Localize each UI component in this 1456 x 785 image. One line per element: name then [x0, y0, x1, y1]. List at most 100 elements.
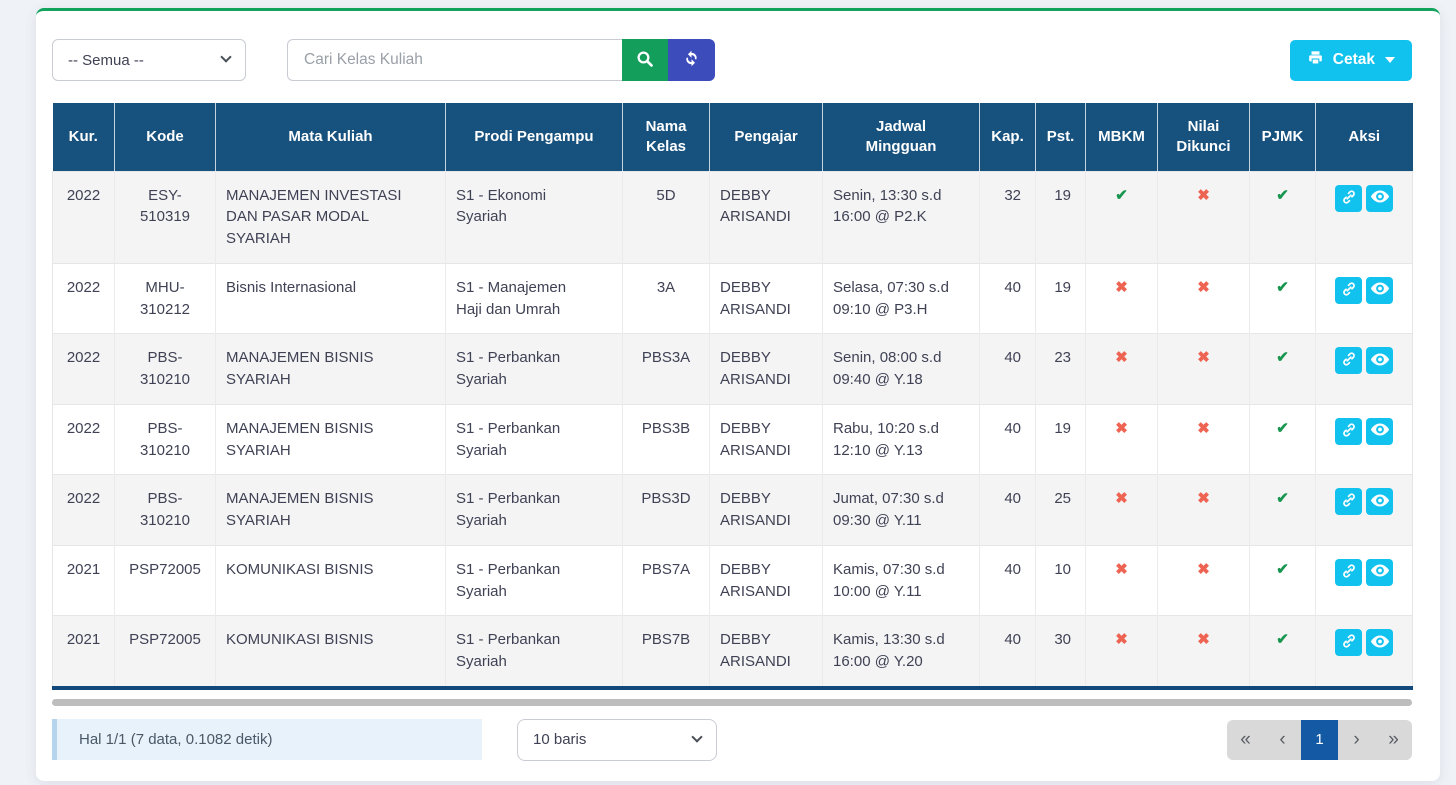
- pst-cell: 19: [1036, 404, 1086, 475]
- link-action-button[interactable]: [1335, 185, 1362, 212]
- link-action-button[interactable]: [1335, 418, 1362, 445]
- pengajar-cell: DEBBY ARISANDI: [710, 263, 823, 334]
- filter-select[interactable]: -- Semua --: [52, 39, 246, 81]
- rows-per-page-wrap: 10 baris: [517, 719, 717, 761]
- link-action-button[interactable]: [1335, 629, 1362, 656]
- cross-icon: ✖: [1197, 631, 1210, 648]
- eye-icon: [1371, 353, 1389, 369]
- column-header-mbkm: MBKM: [1086, 103, 1158, 171]
- aksi-cell: [1316, 545, 1413, 616]
- prodi-cell: S1 - Perbankan Syariah: [446, 404, 623, 475]
- nama_kelas-cell: PBS3D: [623, 475, 710, 546]
- search-icon: [636, 50, 654, 71]
- pagination-first-button[interactable]: «: [1227, 720, 1264, 760]
- kur-cell: 2021: [53, 616, 115, 688]
- rows-per-page-select[interactable]: 10 baris: [517, 719, 717, 761]
- jadwal-cell: Kamis, 07:30 s.d 10:00 @ Y.11: [823, 545, 980, 616]
- aksi-cell: [1316, 404, 1413, 475]
- aksi-cell: [1316, 475, 1413, 546]
- view-action-button[interactable]: [1366, 418, 1393, 445]
- cross-icon: ✖: [1197, 490, 1210, 507]
- pagination-prev-button[interactable]: ‹: [1264, 720, 1301, 760]
- table-row: 2021PSP72005KOMUNIKASI BISNISS1 - Perban…: [53, 616, 1413, 688]
- kur-cell: 2022: [53, 475, 115, 546]
- link-action-button[interactable]: [1335, 559, 1362, 586]
- table-row: 2022ESY-510319MANAJEMEN INVESTASI DAN PA…: [53, 171, 1413, 263]
- jadwal-cell: Jumat, 07:30 s.d 09:30 @ Y.11: [823, 475, 980, 546]
- link-action-button[interactable]: [1335, 488, 1362, 515]
- kur-cell: 2022: [53, 171, 115, 263]
- column-header-kur: Kur.: [53, 103, 115, 171]
- table-row: 2022PBS-310210MANAJEMEN BISNIS SYARIAHS1…: [53, 404, 1413, 475]
- aksi-cell: [1316, 616, 1413, 688]
- view-action-button[interactable]: [1366, 488, 1393, 515]
- eye-icon: [1371, 423, 1389, 439]
- check-icon: ✔: [1276, 631, 1289, 648]
- cross-icon: ✖: [1115, 420, 1128, 437]
- column-header-pst: Pst.: [1036, 103, 1086, 171]
- mata_kuliah-cell: KOMUNIKASI BISNIS: [216, 616, 446, 688]
- eye-icon: [1371, 564, 1389, 580]
- kap-cell: 40: [980, 616, 1036, 688]
- kur-cell: 2022: [53, 334, 115, 405]
- eye-icon: [1371, 635, 1389, 651]
- table-row: 2022PBS-310210MANAJEMEN BISNIS SYARIAHS1…: [53, 334, 1413, 405]
- view-action-button[interactable]: [1366, 629, 1393, 656]
- pjmk-cell: ✔: [1250, 171, 1316, 263]
- view-action-button[interactable]: [1366, 277, 1393, 304]
- mbkm-cell: ✖: [1086, 545, 1158, 616]
- cross-icon: ✖: [1197, 279, 1210, 296]
- pagination-page-1-button[interactable]: 1: [1301, 720, 1338, 760]
- column-header-jadwal: Jadwal Mingguan: [823, 103, 980, 171]
- check-icon: ✔: [1276, 561, 1289, 578]
- kur-cell: 2022: [53, 404, 115, 475]
- link-icon: [1341, 189, 1357, 208]
- mata_kuliah-cell: MANAJEMEN BISNIS SYARIAH: [216, 334, 446, 405]
- column-header-pjmk: PJMK: [1250, 103, 1316, 171]
- view-action-button[interactable]: [1366, 559, 1393, 586]
- jadwal-cell: Selasa, 07:30 s.d 09:10 @ P3.H: [823, 263, 980, 334]
- search-input[interactable]: [287, 39, 622, 81]
- mbkm-cell: ✖: [1086, 475, 1158, 546]
- link-action-button[interactable]: [1335, 347, 1362, 374]
- column-header-prodi: Prodi Pengampu: [446, 103, 623, 171]
- pagination-next-button[interactable]: ›: [1338, 720, 1375, 760]
- table-row: 2022PBS-310210MANAJEMEN BISNIS SYARIAHS1…: [53, 475, 1413, 546]
- pjmk-cell: ✔: [1250, 263, 1316, 334]
- horizontal-scrollbar[interactable]: [52, 699, 1412, 706]
- mbkm-cell: ✖: [1086, 334, 1158, 405]
- refresh-button[interactable]: [668, 39, 715, 81]
- print-button[interactable]: Cetak: [1290, 40, 1412, 81]
- jadwal-cell: Senin, 13:30 s.d 16:00 @ P2.K: [823, 171, 980, 263]
- view-action-button[interactable]: [1366, 185, 1393, 212]
- table-header-row: Kur.KodeMata KuliahProdi PengampuNama Ke…: [53, 103, 1413, 171]
- kode-cell: MHU-310212: [115, 263, 216, 334]
- search-button[interactable]: [622, 39, 668, 81]
- pst-cell: 19: [1036, 263, 1086, 334]
- kode-cell: PBS-310210: [115, 475, 216, 546]
- pst-cell: 30: [1036, 616, 1086, 688]
- pagination-last-button[interactable]: »: [1375, 720, 1412, 760]
- cross-icon: ✖: [1197, 420, 1210, 437]
- kur-cell: 2022: [53, 263, 115, 334]
- pst-cell: 19: [1036, 171, 1086, 263]
- print-button-label: Cetak: [1333, 51, 1375, 69]
- aksi-cell: [1316, 263, 1413, 334]
- prodi-cell: S1 - Perbankan Syariah: [446, 616, 623, 688]
- nilai_dikunci-cell: ✖: [1158, 404, 1250, 475]
- cross-icon: ✖: [1115, 279, 1128, 296]
- kur-cell: 2021: [53, 545, 115, 616]
- column-header-nama_kelas: Nama Kelas: [623, 103, 710, 171]
- table-row: 2021PSP72005KOMUNIKASI BISNISS1 - Perban…: [53, 545, 1413, 616]
- mata_kuliah-cell: MANAJEMEN INVESTASI DAN PASAR MODAL SYAR…: [216, 171, 446, 263]
- mata_kuliah-cell: Bisnis Internasional: [216, 263, 446, 334]
- column-header-pengajar: Pengajar: [710, 103, 823, 171]
- kap-cell: 40: [980, 404, 1036, 475]
- table-footer: Hal 1/1 (7 data, 0.1082 detik) 10 baris …: [52, 719, 1412, 761]
- refresh-icon: [683, 50, 700, 70]
- mbkm-cell: ✔: [1086, 171, 1158, 263]
- check-icon: ✔: [1276, 349, 1289, 366]
- cross-icon: ✖: [1115, 490, 1128, 507]
- link-action-button[interactable]: [1335, 277, 1362, 304]
- view-action-button[interactable]: [1366, 347, 1393, 374]
